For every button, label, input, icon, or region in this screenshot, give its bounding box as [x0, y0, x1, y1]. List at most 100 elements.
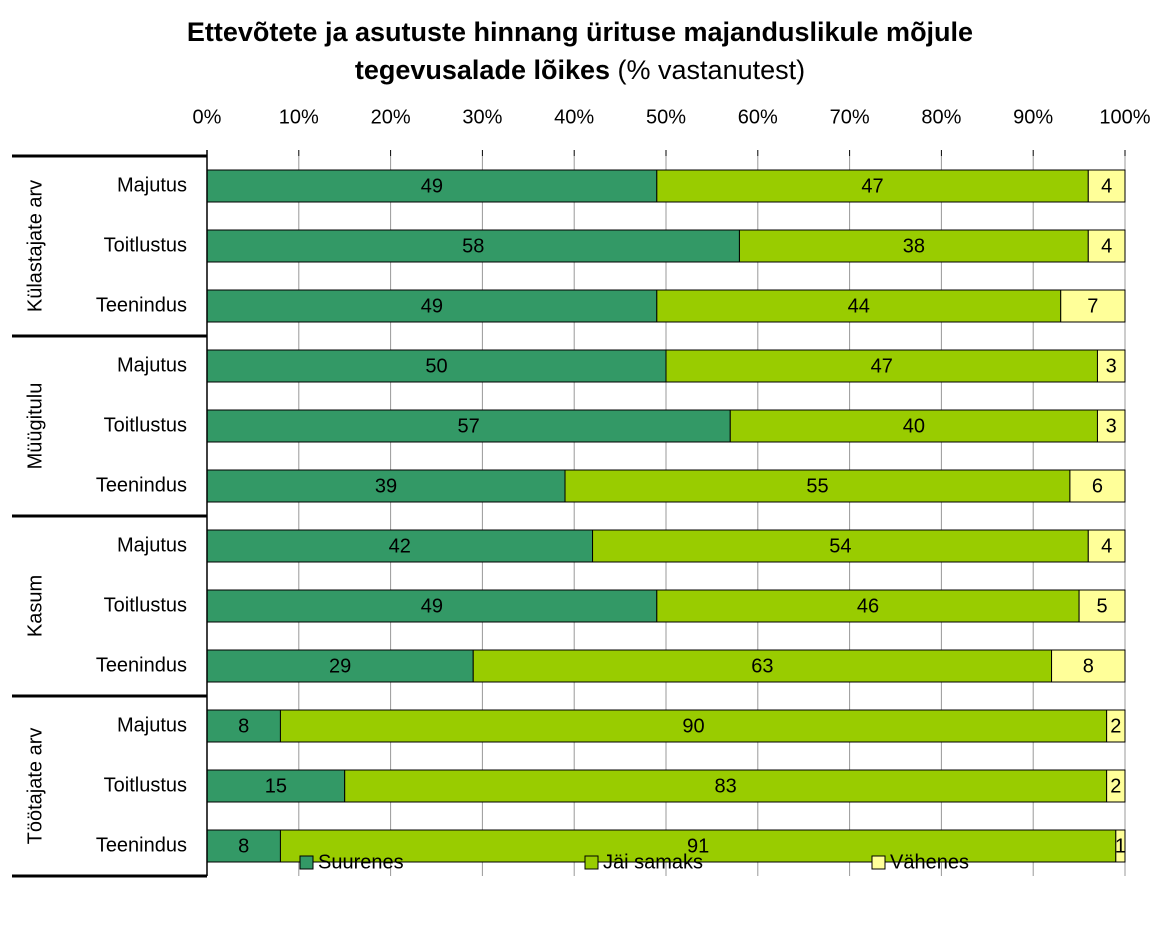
- bar-segment: [206, 469, 566, 503]
- data-label: 15: [265, 775, 287, 797]
- x-tick-label: 50%: [646, 106, 686, 128]
- data-label: 8: [238, 835, 249, 857]
- x-tick-label: 90%: [1013, 106, 1053, 128]
- data-label: 44: [848, 295, 870, 317]
- bar-segment: [279, 829, 1117, 863]
- group-label: Töötajate arv: [24, 728, 46, 845]
- x-tick-label: 40%: [554, 106, 594, 128]
- bar-segment: [206, 229, 740, 263]
- bar-segment: [656, 289, 1062, 323]
- data-label: 55: [806, 475, 828, 497]
- data-label: 3: [1106, 355, 1117, 377]
- bar-segment: [656, 169, 1089, 203]
- bar-segment: [1115, 829, 1126, 863]
- bar-segment: [1051, 649, 1126, 683]
- x-tick-label: 80%: [921, 106, 961, 128]
- data-label: 3: [1106, 415, 1117, 437]
- group-label: Müügitulu: [24, 383, 46, 470]
- bar-segment: [1087, 529, 1126, 563]
- bar-segment: [656, 589, 1080, 623]
- data-label: 91: [687, 835, 709, 857]
- y-tick-label: Toitlustus: [104, 774, 187, 796]
- bar-segment: [206, 769, 346, 803]
- bar-segment: [1096, 409, 1126, 443]
- x-tick-label: 30%: [462, 106, 502, 128]
- y-tick-label: Majutus: [117, 534, 187, 556]
- bar-segment: [1060, 289, 1126, 323]
- x-tick-label: 0%: [193, 106, 222, 128]
- bar-segment: [729, 409, 1098, 443]
- chart-title: tegevusalade lõikes: [355, 55, 610, 85]
- group-label: Külastajate arv: [24, 180, 46, 312]
- data-label: 29: [329, 655, 351, 677]
- data-label: 49: [421, 595, 443, 617]
- data-label: 57: [458, 415, 480, 437]
- data-label: 7: [1087, 295, 1098, 317]
- bar-segment: [1096, 349, 1126, 383]
- bar-segment: [279, 709, 1108, 743]
- y-tick-label: Teenindus: [96, 474, 187, 496]
- legend-label: Suurenes: [318, 851, 404, 873]
- bar-segment: [665, 349, 1098, 383]
- data-label: 8: [1083, 655, 1094, 677]
- data-label: 83: [715, 775, 737, 797]
- data-label: 8: [238, 715, 249, 737]
- legend-swatch: [299, 855, 314, 870]
- data-label: 4: [1101, 535, 1112, 557]
- data-label: 49: [421, 295, 443, 317]
- data-label: 46: [857, 595, 879, 617]
- y-tick-label: Toitlustus: [104, 414, 187, 436]
- data-label: 50: [425, 355, 447, 377]
- legend-swatch: [584, 855, 599, 870]
- data-label: 47: [871, 355, 893, 377]
- x-tick-label: 60%: [738, 106, 778, 128]
- data-label: 63: [751, 655, 773, 677]
- data-label: 38: [903, 235, 925, 257]
- y-tick-label: Majutus: [117, 174, 187, 196]
- x-tick-label: 20%: [371, 106, 411, 128]
- y-tick-label: Teenindus: [96, 654, 187, 676]
- legend-label: Vähenes: [890, 851, 969, 873]
- group-label: Kasum: [24, 575, 46, 637]
- data-label: 90: [682, 715, 704, 737]
- data-label: 6: [1092, 475, 1103, 497]
- chart-title-line: tegevusalade lõikes (% vastanutest): [355, 55, 805, 85]
- bar-segment: [738, 229, 1089, 263]
- data-label: 2: [1110, 775, 1121, 797]
- data-label: 47: [861, 175, 883, 197]
- data-label: 4: [1101, 235, 1112, 257]
- y-tick-label: Toitlustus: [104, 234, 187, 256]
- x-tick-label: 100%: [1099, 106, 1150, 128]
- x-tick-label: 10%: [279, 106, 319, 128]
- bar-segment: [206, 289, 658, 323]
- bar-segment: [206, 169, 658, 203]
- data-label: 39: [375, 475, 397, 497]
- bar-segment: [206, 589, 658, 623]
- y-tick-label: Teenindus: [96, 294, 187, 316]
- bar-segment: [1087, 169, 1126, 203]
- bar-segment: [1087, 229, 1126, 263]
- x-tick-label: 70%: [830, 106, 870, 128]
- legend-swatch: [871, 855, 886, 870]
- data-label: 54: [829, 535, 851, 557]
- data-label: 5: [1096, 595, 1107, 617]
- bar-segment: [206, 409, 731, 443]
- y-tick-label: Toitlustus: [104, 594, 187, 616]
- bar-segment: [1078, 589, 1126, 623]
- data-label: 1: [1115, 835, 1126, 857]
- legend-label: Jäi samaks: [603, 851, 703, 873]
- chart-subtitle: (% vastanutest): [618, 55, 806, 85]
- data-label: 2: [1110, 715, 1121, 737]
- data-label: 4: [1101, 175, 1112, 197]
- bar-segment: [592, 529, 1089, 563]
- y-tick-label: Teenindus: [96, 834, 187, 856]
- data-label: 40: [903, 415, 925, 437]
- bar-segment: [1106, 709, 1126, 743]
- bar-segment: [1106, 769, 1126, 803]
- bar-segment: [1069, 469, 1126, 503]
- data-label: 49: [421, 175, 443, 197]
- data-label: 58: [462, 235, 484, 257]
- data-label: 42: [389, 535, 411, 557]
- chart-title: Ettevõtete ja asutuste hinnang ürituse m…: [187, 17, 973, 47]
